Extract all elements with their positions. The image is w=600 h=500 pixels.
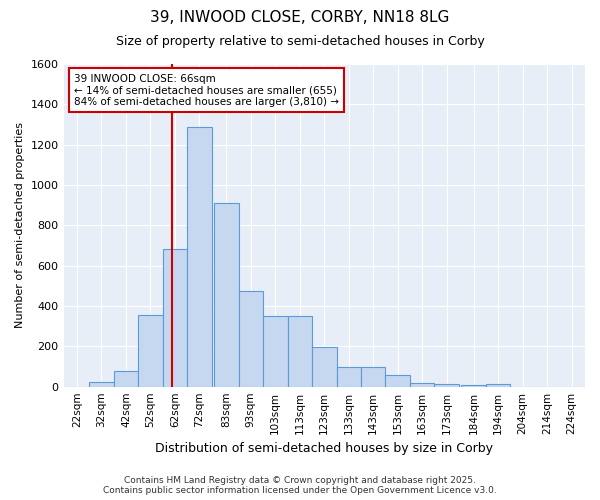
Bar [410,382,434,386]
Bar [163,248,187,386]
Bar [138,315,163,386]
Bar [263,316,287,386]
Text: 39, INWOOD CLOSE, CORBY, NN18 8LG: 39, INWOOD CLOSE, CORBY, NN18 8LG [151,10,449,25]
Text: Contains HM Land Registry data © Crown copyright and database right 2025.
Contai: Contains HM Land Registry data © Crown c… [103,476,497,495]
Bar [214,203,239,386]
Bar [361,366,385,386]
Text: 39 INWOOD CLOSE: 66sqm
← 14% of semi-detached houses are smaller (655)
84% of se: 39 INWOOD CLOSE: 66sqm ← 14% of semi-det… [74,74,339,107]
Y-axis label: Number of semi-detached properties: Number of semi-detached properties [15,122,25,328]
Text: Size of property relative to semi-detached houses in Corby: Size of property relative to semi-detach… [116,35,484,48]
Bar [239,291,263,386]
Bar [337,366,361,386]
Bar [114,370,138,386]
Bar [312,348,337,387]
Bar [187,126,212,386]
Bar [434,384,459,386]
X-axis label: Distribution of semi-detached houses by size in Corby: Distribution of semi-detached houses by … [155,442,493,455]
Bar [486,384,511,386]
Bar [461,384,486,386]
Bar [287,316,312,386]
Bar [385,374,410,386]
Bar [89,382,114,386]
